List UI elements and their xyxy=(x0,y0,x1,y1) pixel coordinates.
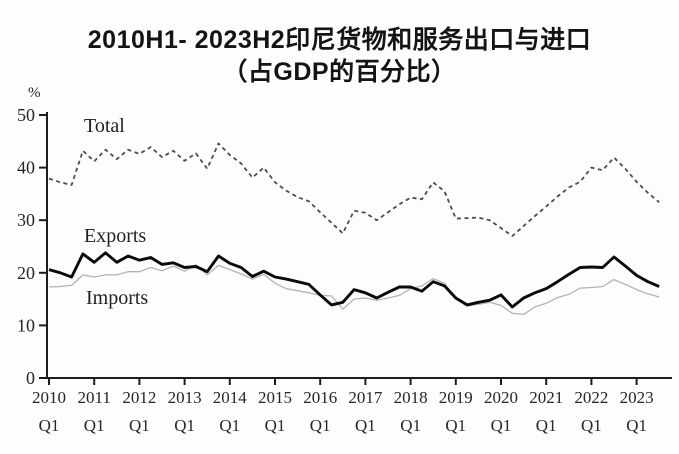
series-label-imports: Imports xyxy=(86,287,149,309)
x-axis-tick-quarter-label: Q1 xyxy=(129,416,150,435)
title-block: 2010H1- 2023H2印尼货物和服务出口与进口 （占GDP的百分比） xyxy=(0,24,679,88)
x-axis-tick-year-label: 2021 xyxy=(529,388,563,407)
x-axis-tick-quarter-label: Q1 xyxy=(174,416,195,435)
x-axis-tick-quarter-label: Q1 xyxy=(84,416,105,435)
y-axis-tick-label: 50 xyxy=(17,105,35,125)
series-line-imports xyxy=(48,264,660,316)
y-axis-tick-label: 40 xyxy=(17,158,35,178)
x-axis-tick-year-label: 2014 xyxy=(213,388,248,407)
y-axis-tick-label: 30 xyxy=(17,210,35,230)
x-axis-tick-year-label: 2011 xyxy=(78,388,111,407)
series-label-exports: Exports xyxy=(84,225,147,247)
x-axis-tick-year-label: 2010 xyxy=(32,388,66,407)
series-line-exports xyxy=(48,251,660,309)
x-axis-tick-quarter-label: Q1 xyxy=(310,416,331,435)
x-axis-tick-year-label: 2016 xyxy=(303,388,337,407)
x-axis-tick-quarter-label: Q1 xyxy=(355,416,376,435)
x-axis-tick-quarter-label: Q1 xyxy=(219,416,240,435)
x-axis-tick-year-label: 2015 xyxy=(258,388,292,407)
x-axis-tick-quarter-label: Q1 xyxy=(581,416,602,435)
x-axis-tick-year-label: 2013 xyxy=(168,388,202,407)
x-axis-tick-quarter-label: Q1 xyxy=(626,416,647,435)
series-label-total: Total xyxy=(84,115,125,137)
x-axis-tick-quarter-label: Q1 xyxy=(39,416,60,435)
y-axis-tick-label: 10 xyxy=(17,315,35,335)
x-axis-tick-year-label: 2023 xyxy=(620,388,654,407)
x-axis-tick-quarter-label: Q1 xyxy=(536,416,557,435)
x-axis-tick-year-label: 2018 xyxy=(394,388,428,407)
x-axis-tick-year-label: 2022 xyxy=(574,388,608,407)
x-axis-tick-quarter-label: Q1 xyxy=(445,416,466,435)
x-axis-tick-quarter-label: Q1 xyxy=(491,416,512,435)
y-axis-tick-label: 0 xyxy=(26,368,35,388)
page-subtitle: （占GDP的百分比） xyxy=(222,58,457,86)
y-axis-unit-label: % xyxy=(28,85,41,101)
x-axis-tick-quarter-label: Q1 xyxy=(400,416,421,435)
x-axis-tick-quarter-label: Q1 xyxy=(265,416,286,435)
x-axis-tick-year-label: 2020 xyxy=(484,388,518,407)
x-axis-tick-year-label: 2012 xyxy=(122,388,156,407)
y-axis-tick-label: 20 xyxy=(17,263,35,283)
x-axis-tick-year-label: 2019 xyxy=(439,388,473,407)
series-line-total xyxy=(48,142,660,237)
x-axis-tick-year-label: 2017 xyxy=(348,388,383,407)
page-title: 2010H1- 2023H2印尼货物和服务出口与进口 xyxy=(87,26,592,54)
